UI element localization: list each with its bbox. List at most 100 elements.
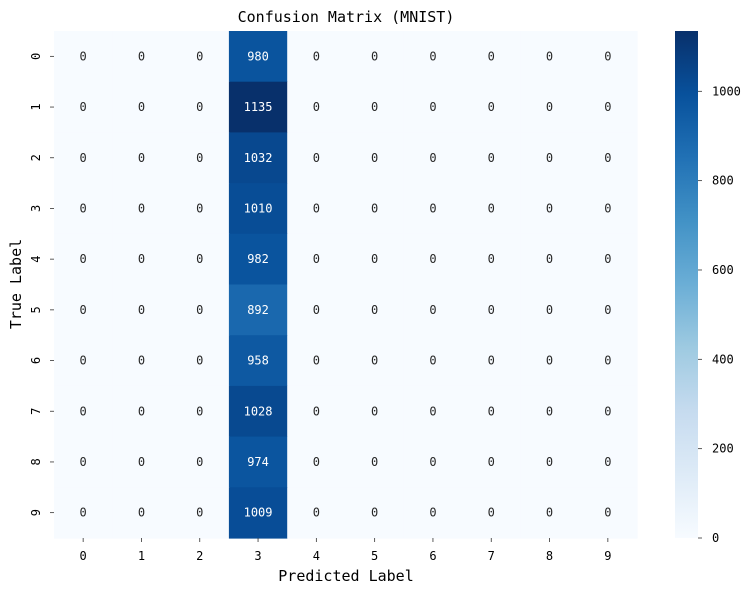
heatmap-cell: [345, 233, 405, 286]
y-axis-ticks: 0 1 2 3 4 5 6 7 8 9: [29, 53, 54, 516]
heatmap-cell: [228, 81, 288, 133]
x-tick-label: 8: [546, 549, 553, 563]
cell-value-label: 0: [604, 100, 611, 114]
heatmap-cell: [520, 385, 580, 438]
heatmap-cell: [403, 183, 463, 235]
cell-value-label: 0: [546, 252, 553, 266]
cell-value-label: 0: [429, 201, 436, 215]
heatmap-cell: [345, 487, 405, 539]
heatmap-cell: [228, 183, 288, 235]
y-axis-label: True Label: [7, 239, 25, 329]
cell-value-label: 0: [429, 455, 436, 469]
cell-value-label: 1009: [244, 506, 273, 520]
cell-value-label: 0: [546, 49, 553, 63]
cell-value-label: 0: [80, 455, 87, 469]
heatmap-cell: [112, 31, 172, 83]
cell-value-label: 0: [371, 506, 378, 520]
cell-value-label: 0: [196, 252, 203, 266]
cell-value-label: 0: [138, 49, 145, 63]
cell-value-label: 0: [313, 49, 320, 63]
x-tick-label: 0: [80, 549, 87, 563]
heatmap-cell: [170, 183, 230, 235]
heatmap-cell: [54, 31, 113, 83]
heatmap-cell: [54, 233, 113, 286]
heatmap-cell: [287, 487, 347, 539]
y-tick-label: 2: [29, 154, 43, 161]
x-tick-label: 6: [429, 549, 436, 563]
cell-value-label: 0: [196, 151, 203, 165]
heatmap-cell: [170, 31, 230, 83]
cell-value-label: 0: [196, 100, 203, 114]
cell-value-label: 0: [488, 201, 495, 215]
y-tick-label: 9: [29, 509, 43, 516]
heatmap-cell: [345, 284, 405, 336]
cell-value-label: 0: [546, 506, 553, 520]
cell-value-label: 0: [488, 100, 495, 114]
cell-value-label: 0: [196, 201, 203, 215]
heatmap-cell: [462, 284, 521, 336]
heatmap-cell: [54, 183, 113, 235]
y-tick-label: 5: [29, 306, 43, 313]
heatmap-cell: [520, 132, 580, 184]
heatmap-cell: [54, 385, 113, 438]
cell-value-label: 0: [138, 455, 145, 469]
heatmap-cell: [228, 385, 288, 438]
cell-value-label: 0: [371, 100, 378, 114]
heatmap-cell: [170, 436, 230, 488]
cell-value-label: 0: [138, 354, 145, 368]
colorbar: [675, 31, 698, 538]
cell-value-label: 982: [247, 252, 269, 266]
cell-value-label: 0: [196, 303, 203, 317]
heatmap-cell: [578, 335, 638, 387]
y-tick-label: 6: [29, 357, 43, 364]
cell-value-label: 0: [429, 404, 436, 418]
cell-value-label: 0: [488, 354, 495, 368]
heatmap-cell: [578, 436, 638, 488]
colorbar-tick-label: 800: [712, 174, 734, 188]
cell-value-label: 0: [313, 506, 320, 520]
cell-value-label: 0: [488, 252, 495, 266]
cell-value-label: 0: [371, 404, 378, 418]
colorbar-ticks: 0 200 400 600 800 1000: [698, 84, 741, 545]
heatmap-cell: [520, 436, 580, 488]
heatmap-cell: [170, 335, 230, 387]
heatmap-cell: [112, 385, 172, 438]
heatmap-cell: [403, 335, 463, 387]
cell-value-label: 0: [80, 151, 87, 165]
x-tick-label: 1: [138, 549, 145, 563]
heatmap-cell: [54, 436, 113, 488]
cell-value-label: 0: [604, 506, 611, 520]
cell-value-label: 0: [80, 49, 87, 63]
heatmap-cell: [287, 385, 347, 438]
cell-value-label: 0: [371, 151, 378, 165]
heatmap-cells: [54, 31, 638, 539]
cell-value-label: 0: [196, 49, 203, 63]
heatmap-cell: [228, 436, 288, 488]
cell-value-label: 1032: [244, 151, 273, 165]
chart-title: Confusion Matrix (MNIST): [238, 8, 455, 26]
heatmap-cell: [345, 335, 405, 387]
heatmap-cell: [520, 183, 580, 235]
cell-value-label: 0: [138, 100, 145, 114]
heatmap-cell: [520, 81, 580, 133]
heatmap-cell: [520, 31, 580, 83]
heatmap-cell: [520, 335, 580, 387]
cell-value-label: 0: [604, 303, 611, 317]
cell-value-label: 0: [80, 506, 87, 520]
y-tick-label: 8: [29, 458, 43, 465]
cell-value-label: 0: [546, 404, 553, 418]
cell-value-label: 0: [429, 354, 436, 368]
x-tick-label: 5: [371, 549, 378, 563]
x-tick-label: 3: [254, 549, 261, 563]
cell-value-label: 0: [371, 252, 378, 266]
cell-value-label: 0: [546, 151, 553, 165]
cell-value-label: 0: [138, 506, 145, 520]
heatmap-cell: [462, 436, 521, 488]
heatmap-cell: [287, 436, 347, 488]
heatmap-cell: [228, 31, 288, 83]
heatmap-cell: [578, 31, 638, 83]
cell-value-label: 0: [604, 49, 611, 63]
heatmap-cell: [462, 233, 521, 286]
heatmap-cell: [462, 335, 521, 387]
